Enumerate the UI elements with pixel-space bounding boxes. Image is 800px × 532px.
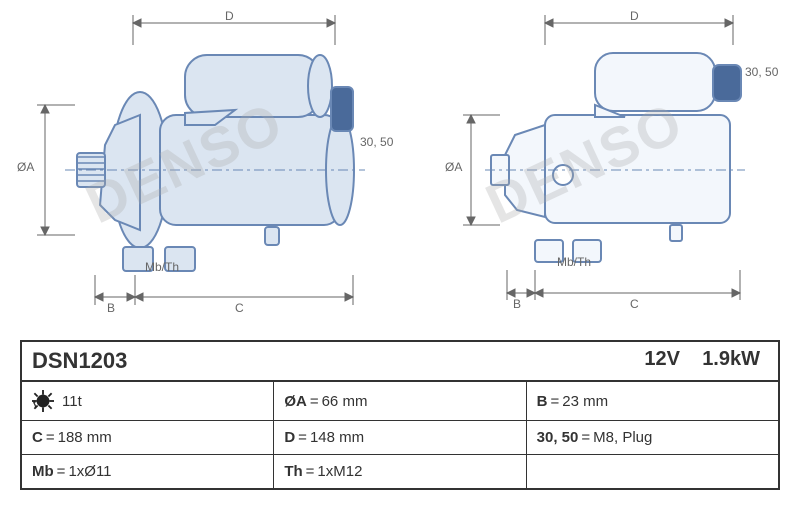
conn-label: 30, 50: [537, 429, 579, 446]
d-label: D: [284, 429, 295, 446]
dim-c-right: C: [630, 297, 639, 311]
voltage-rating: 12V 1.9kW: [626, 342, 778, 380]
dim-c-left: C: [235, 301, 244, 315]
cell-b: B = 23 mm: [527, 382, 778, 420]
d-value: 148 mm: [310, 429, 364, 446]
th-label: Th: [284, 463, 302, 480]
dim-b-right: B: [513, 297, 521, 311]
mb-label: Mb: [32, 463, 54, 480]
voltage: 12V: [644, 348, 680, 370]
mb-value: 1xØ11: [68, 463, 111, 480]
th-value: 1xM12: [317, 463, 362, 480]
drawing-left-view: D ØA B C Mb/Th 30, 50: [15, 5, 415, 325]
dim-d-left: D: [225, 9, 234, 23]
drawing-right-view: D ØA B C Mb/Th 30, 50: [445, 5, 785, 325]
dim-mbth-left: Mb/Th: [145, 260, 179, 274]
teeth-value: 11t: [62, 393, 82, 410]
cell-mb: Mb = 1xØ11: [22, 455, 274, 488]
dim-mbth-right: Mb/Th: [557, 255, 591, 269]
spec-header: DSN1203 12V 1.9kW: [22, 342, 778, 382]
dim-conn-right: 30, 50: [745, 65, 778, 79]
oa-label: ØA: [284, 393, 307, 410]
cell-d: D = 148 mm: [274, 421, 526, 454]
technical-drawings: D ØA B C Mb/Th 30, 50: [0, 0, 800, 330]
cell-teeth: 11t: [22, 382, 274, 420]
dim-d-right: D: [630, 9, 639, 23]
c-value: 188 mm: [58, 429, 112, 446]
cell-conn: 30, 50 = M8, Plug: [527, 421, 778, 454]
dim-a-left: ØA: [17, 160, 34, 174]
b-value: 23 mm: [562, 393, 608, 410]
spec-row-1: 11t ØA = 66 mm B = 23 mm: [22, 382, 778, 421]
cell-c: C = 188 mm: [22, 421, 274, 454]
cell-oa: ØA = 66 mm: [274, 382, 526, 420]
dim-b-left: B: [107, 301, 115, 315]
cell-th: Th = 1xM12: [274, 455, 526, 488]
spec-table: DSN1203 12V 1.9kW 11t: [20, 340, 780, 490]
oa-value: 66 mm: [322, 393, 368, 410]
conn-value: M8, Plug: [593, 429, 652, 446]
part-number: DSN1203: [22, 342, 626, 380]
dim-conn-left: 30, 50: [360, 135, 393, 149]
spec-row-2: C = 188 mm D = 148 mm 30, 50 = M8, Plug: [22, 421, 778, 455]
b-label: B: [537, 393, 548, 410]
dim-a-right: ØA: [445, 160, 462, 174]
spec-row-3: Mb = 1xØ11 Th = 1xM12: [22, 455, 778, 488]
power: 1.9kW: [702, 348, 760, 370]
gear-icon: [32, 390, 54, 412]
cell-empty: [527, 455, 778, 488]
c-label: C: [32, 429, 43, 446]
